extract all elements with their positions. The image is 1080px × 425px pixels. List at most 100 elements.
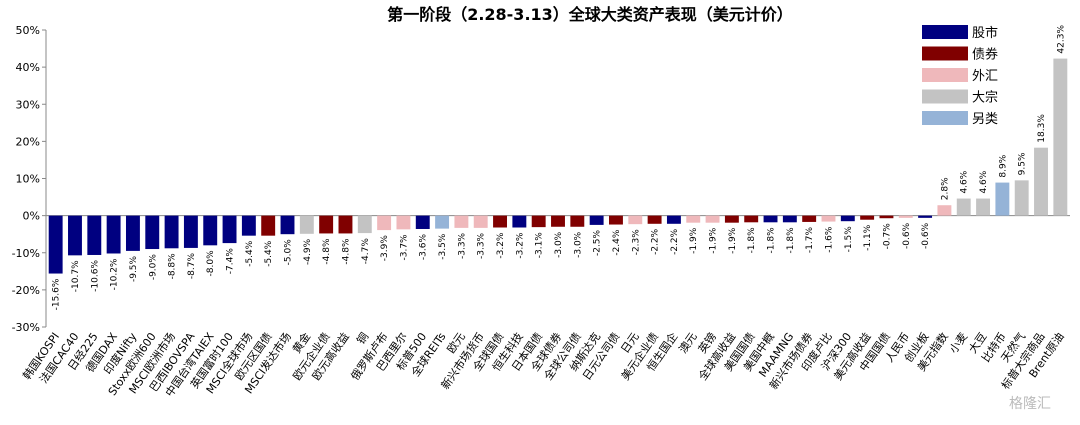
legend-label: 股市: [972, 25, 998, 41]
value-label: 4.6%: [979, 170, 989, 193]
value-label: -8.0%: [206, 250, 216, 277]
legend-label: 外汇: [972, 69, 998, 84]
value-label: -1.5%: [844, 226, 854, 253]
bar: [377, 215, 392, 231]
legend-swatch: [922, 89, 968, 104]
legend-label: 债券: [972, 47, 998, 63]
bar: [879, 215, 894, 219]
value-label: -2.5%: [593, 229, 603, 256]
value-label: 4.6%: [960, 170, 970, 193]
bar: [840, 215, 855, 222]
value-label: -1.9%: [709, 227, 719, 254]
value-label: -5.4%: [245, 240, 255, 267]
value-label: -3.5%: [438, 233, 448, 260]
bar: [68, 215, 82, 256]
value-label: -3.3%: [457, 232, 467, 259]
value-label: -2.4%: [612, 229, 622, 256]
bar: [589, 215, 604, 225]
y-tick-label: 10%: [16, 173, 40, 186]
value-label: 2.8%: [940, 177, 950, 200]
bar: [570, 215, 585, 227]
value-label: 9.5%: [1018, 152, 1028, 175]
bar: [319, 215, 334, 234]
bar: [357, 215, 372, 234]
legend-label: 另类: [972, 112, 998, 127]
legend-swatch: [922, 111, 968, 125]
bar: [609, 215, 623, 225]
value-label: -1.8%: [747, 227, 757, 254]
value-label: -1.9%: [689, 227, 699, 254]
value-label: -0.6%: [902, 222, 912, 249]
bar: [203, 215, 218, 246]
bar: [918, 215, 933, 218]
bar: [454, 215, 469, 228]
value-label: 8.9%: [998, 154, 1008, 177]
value-label: -0.7%: [882, 223, 892, 250]
bar: [686, 215, 701, 223]
bar: [802, 215, 817, 222]
bar: [724, 215, 739, 223]
bar: [821, 215, 836, 222]
bar: [1053, 58, 1068, 216]
bar: [222, 215, 237, 244]
value-label: -9.0%: [148, 254, 158, 281]
bar: [338, 215, 353, 234]
bar: [512, 215, 527, 228]
bar: [531, 215, 546, 228]
value-label: -10.6%: [90, 260, 100, 292]
bar: [976, 198, 991, 216]
bar: [145, 215, 160, 250]
value-label: -8.7%: [187, 252, 197, 279]
x-tick-label: 铜: [353, 330, 371, 347]
bar: [396, 215, 411, 230]
watermark: 格隆汇: [1009, 396, 1051, 412]
value-label: 18.3%: [1037, 114, 1047, 143]
value-label: -8.8%: [168, 253, 178, 280]
legend-swatch: [922, 25, 968, 39]
value-label: -0.6%: [921, 222, 931, 249]
value-label: -4.9%: [303, 238, 313, 265]
y-tick-label: 20%: [16, 135, 40, 148]
chart-title: 第一阶段（2.28-3.13）全球大类资产表现（美元计价）: [387, 5, 793, 24]
bar: [473, 215, 488, 228]
value-label: -1.7%: [805, 227, 815, 254]
value-label: -3.9%: [380, 235, 390, 262]
y-tick-label: -30%: [12, 321, 40, 334]
value-label: -2.3%: [631, 229, 641, 256]
value-label: -1.9%: [728, 227, 738, 254]
bar: [782, 215, 797, 223]
bar: [995, 182, 1010, 216]
bar: [937, 205, 952, 216]
bar: [860, 215, 875, 220]
bar: [744, 215, 759, 223]
x-tick-label: 澳元: [676, 330, 699, 355]
value-label: -4.8%: [341, 238, 351, 265]
y-tick-label: 40%: [16, 61, 40, 74]
x-tick-label: 小麦: [947, 330, 970, 355]
bar: [48, 215, 63, 274]
value-label: -2.2%: [670, 228, 680, 255]
bar: [435, 215, 450, 229]
bar: [666, 215, 681, 224]
bar: [125, 215, 140, 251]
legend-swatch: [922, 68, 968, 82]
value-label: -3.3%: [477, 232, 487, 259]
value-label: -3.0%: [573, 231, 583, 258]
legend-swatch: [922, 46, 968, 61]
y-tick-label: 0%: [23, 210, 40, 223]
value-label: -3.2%: [515, 232, 525, 259]
bar: [493, 215, 507, 228]
bar: [415, 215, 430, 229]
value-label: -15.6%: [52, 278, 62, 310]
value-label: -2.2%: [651, 228, 661, 255]
value-label: -3.7%: [399, 234, 409, 261]
value-label: -9.5%: [129, 255, 139, 282]
bar: [647, 215, 662, 224]
value-label: -5.4%: [264, 240, 274, 267]
value-label: -3.6%: [419, 234, 429, 261]
value-label: -4.7%: [361, 238, 371, 265]
bar: [956, 198, 971, 216]
bar: [628, 215, 643, 225]
value-label: -1.8%: [767, 227, 777, 254]
